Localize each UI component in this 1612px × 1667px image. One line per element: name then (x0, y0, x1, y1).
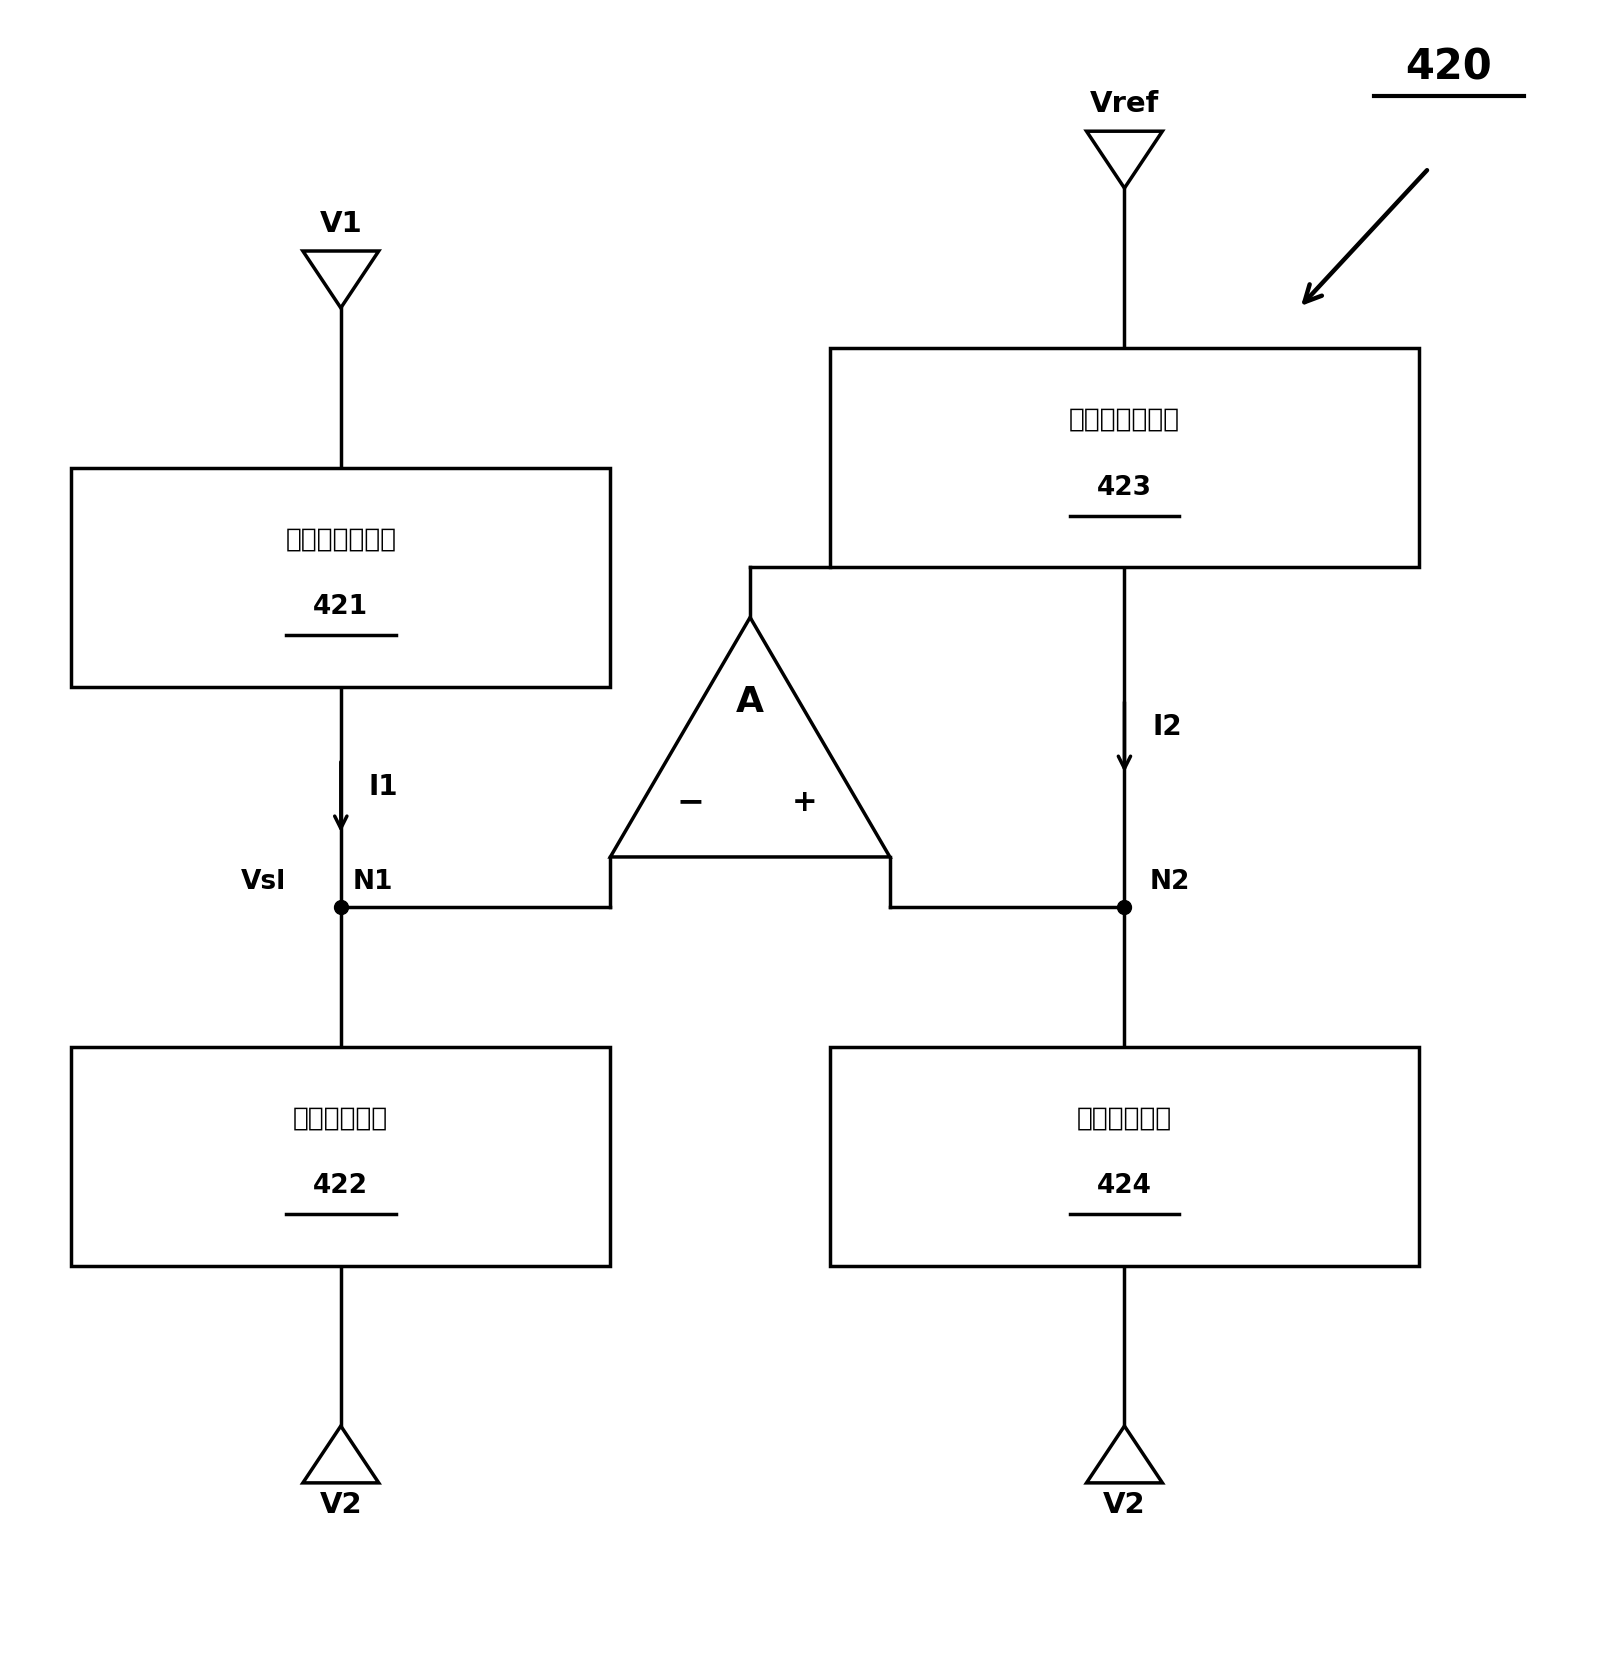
Text: I1: I1 (369, 773, 398, 802)
Text: N1: N1 (353, 869, 393, 895)
Text: 422: 422 (313, 1174, 368, 1199)
Text: V2: V2 (1103, 1490, 1146, 1519)
Text: 第一电流源电路: 第一电流源电路 (285, 527, 397, 552)
Polygon shape (611, 617, 890, 857)
Bar (830, 348, 1419, 567)
Text: A: A (737, 685, 764, 718)
Text: N2: N2 (1149, 869, 1190, 895)
Polygon shape (303, 1425, 379, 1484)
Text: +: + (791, 787, 817, 817)
Polygon shape (1086, 1425, 1162, 1484)
Bar (71, 468, 611, 687)
Text: 第一储能电路: 第一储能电路 (293, 1105, 388, 1132)
Polygon shape (1086, 132, 1162, 188)
Bar (830, 1047, 1419, 1267)
Polygon shape (303, 252, 379, 308)
Text: 第二储能电路: 第二储能电路 (1077, 1105, 1172, 1132)
Text: V1: V1 (319, 210, 363, 238)
Text: 第二电流源电路: 第二电流源电路 (1069, 407, 1180, 433)
Text: V2: V2 (319, 1490, 363, 1519)
Text: 423: 423 (1096, 475, 1153, 500)
Text: Vref: Vref (1090, 90, 1159, 118)
Text: 421: 421 (313, 595, 369, 620)
Bar (71, 1047, 611, 1267)
Text: 420: 420 (1406, 47, 1493, 88)
Text: I2: I2 (1153, 713, 1182, 742)
Text: Vsl: Vsl (240, 869, 285, 895)
Text: 424: 424 (1098, 1174, 1153, 1199)
Text: −: − (675, 785, 704, 818)
